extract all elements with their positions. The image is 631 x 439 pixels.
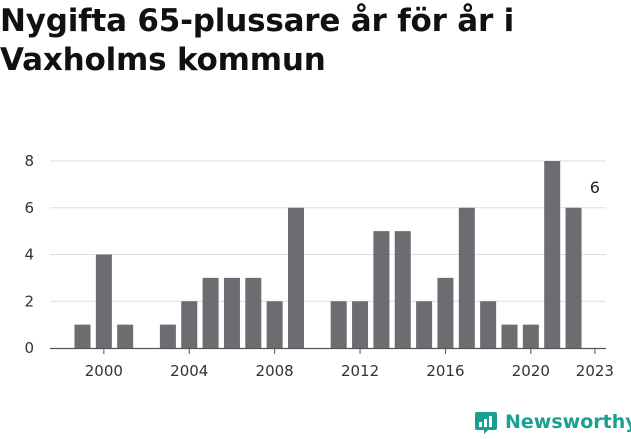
x-tick-label: 2008 [256,362,294,380]
brand-name: Newsworthy [505,411,631,433]
bar-2007 [245,277,262,348]
y-tick-label: 2 [24,292,34,310]
bar-2009 [288,207,304,348]
x-tick-label: 2004 [170,362,208,380]
bar-2004 [181,301,198,348]
x-tick-label: 2020 [512,362,550,380]
bar-1999 [74,324,91,348]
x-tick-label: 2023 [576,362,614,380]
y-tick-label: 4 [24,246,34,264]
bar-2012 [352,301,369,348]
x-tick-label: 2000 [85,362,123,380]
newsworthy-chart-icon [475,412,497,434]
data-label-highlight: 6 [590,178,600,197]
bar-chart: 0 2 4 6 8 6 2000 2004 2008 2012 2016 2020 2023 [24,152,614,380]
x-tick-label: 2012 [341,362,379,380]
bar-2021 [544,161,561,348]
bar-2006 [223,277,240,348]
gridlines [50,160,606,302]
bar-2017 [458,207,475,348]
bar-2014 [394,231,411,348]
y-tick-label: 8 [24,152,34,170]
bar-2018 [480,301,497,348]
bar-2016 [437,277,454,348]
y-tick-label: 6 [24,199,34,217]
chart-title: Nygifta 65-plussare år för år i Vaxholms… [0,3,515,78]
bar-2003 [159,324,176,348]
x-axis [50,347,606,354]
bar-2011 [330,301,347,348]
y-tick-label: 0 [24,339,34,357]
bar-2013 [373,231,390,348]
bars [74,161,582,348]
bar-2005 [202,277,219,348]
bar-2019 [501,324,518,348]
x-tick-label: 2016 [426,362,464,380]
bar-2000 [95,254,112,348]
bar-2020 [522,324,539,348]
newsworthy-logo[interactable]: Newsworthy [474,405,631,439]
bar-2015 [416,301,433,348]
bar-2008 [266,301,283,348]
axis-labels: 0 2 4 6 8 6 2000 2004 2008 2012 2016 2020 2023 [24,152,614,380]
bar-2001 [117,324,134,348]
bar-2022 [565,207,582,348]
